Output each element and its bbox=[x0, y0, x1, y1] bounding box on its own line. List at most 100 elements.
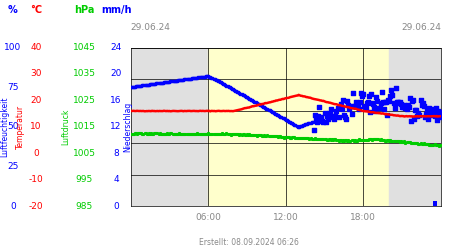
Point bbox=[379, 100, 387, 104]
Point bbox=[348, 112, 355, 116]
Point bbox=[349, 92, 356, 96]
Point bbox=[416, 113, 423, 117]
Text: 1015: 1015 bbox=[72, 122, 95, 132]
Bar bbox=[130, 48, 208, 206]
Point bbox=[403, 107, 410, 111]
Point bbox=[386, 99, 393, 103]
Text: 1005: 1005 bbox=[72, 149, 95, 158]
Text: 75: 75 bbox=[7, 83, 19, 92]
Point bbox=[352, 100, 360, 104]
Point bbox=[421, 115, 428, 119]
Point bbox=[320, 120, 327, 124]
Point bbox=[426, 106, 433, 110]
Point bbox=[435, 110, 442, 114]
Point bbox=[380, 107, 387, 111]
Text: 30: 30 bbox=[30, 70, 42, 78]
Text: 100: 100 bbox=[4, 43, 22, 52]
Point bbox=[366, 110, 373, 114]
Text: 0: 0 bbox=[10, 202, 16, 211]
Point bbox=[431, 114, 438, 118]
Bar bbox=[208, 48, 389, 206]
Bar bbox=[432, 201, 436, 206]
Text: 1025: 1025 bbox=[72, 96, 95, 105]
Point bbox=[329, 114, 337, 118]
Point bbox=[374, 99, 381, 103]
Point bbox=[328, 116, 336, 119]
Point bbox=[359, 94, 366, 98]
Point bbox=[311, 112, 319, 116]
Point bbox=[324, 117, 331, 121]
Point bbox=[392, 86, 399, 89]
Point bbox=[342, 115, 349, 119]
Point bbox=[407, 119, 414, 123]
Text: 0: 0 bbox=[33, 149, 39, 158]
Point bbox=[402, 106, 409, 110]
Point bbox=[432, 106, 439, 110]
Text: 40: 40 bbox=[30, 43, 42, 52]
Point bbox=[331, 117, 338, 121]
Point bbox=[351, 104, 358, 108]
Point bbox=[362, 106, 369, 110]
Point bbox=[381, 100, 388, 104]
Point bbox=[399, 105, 406, 109]
Text: Luftdruck: Luftdruck bbox=[62, 109, 71, 145]
Point bbox=[397, 102, 405, 106]
Point bbox=[387, 94, 394, 98]
Point bbox=[319, 119, 326, 123]
Point bbox=[315, 105, 323, 109]
Point bbox=[328, 107, 335, 111]
Point bbox=[356, 100, 364, 104]
Point bbox=[344, 99, 351, 103]
Point bbox=[336, 105, 343, 109]
Point bbox=[394, 100, 401, 104]
Text: 8: 8 bbox=[113, 149, 119, 158]
Text: 29.06.24: 29.06.24 bbox=[130, 23, 171, 32]
Point bbox=[355, 102, 362, 106]
Point bbox=[410, 98, 417, 102]
Point bbox=[361, 104, 368, 108]
Text: 1045: 1045 bbox=[72, 43, 95, 52]
Text: %: % bbox=[8, 5, 18, 15]
Point bbox=[325, 111, 333, 115]
Point bbox=[337, 102, 344, 106]
Text: 20: 20 bbox=[110, 70, 122, 78]
Point bbox=[310, 128, 317, 132]
Point bbox=[356, 107, 363, 111]
Point bbox=[401, 103, 408, 107]
Point bbox=[326, 112, 333, 116]
Point bbox=[332, 114, 339, 118]
Point bbox=[411, 108, 418, 112]
Point bbox=[369, 101, 376, 105]
Point bbox=[340, 112, 347, 116]
Text: 0: 0 bbox=[113, 202, 119, 211]
Point bbox=[358, 92, 365, 96]
Text: Luftfeuchtigkeit: Luftfeuchtigkeit bbox=[0, 96, 9, 157]
Text: 985: 985 bbox=[76, 202, 93, 211]
Point bbox=[364, 100, 371, 104]
Point bbox=[339, 98, 346, 102]
Point bbox=[430, 109, 437, 113]
Point bbox=[404, 103, 411, 107]
Point bbox=[333, 109, 340, 113]
Point bbox=[408, 99, 415, 103]
Point bbox=[360, 92, 367, 96]
Point bbox=[367, 92, 374, 96]
Point bbox=[323, 114, 330, 118]
Text: Temperatur: Temperatur bbox=[15, 105, 24, 149]
Point bbox=[429, 107, 436, 111]
Text: Niederschlag: Niederschlag bbox=[123, 102, 132, 152]
Text: 10: 10 bbox=[30, 122, 42, 132]
Point bbox=[414, 114, 421, 118]
Point bbox=[338, 107, 346, 111]
Text: 29.06.24: 29.06.24 bbox=[401, 23, 441, 32]
Point bbox=[437, 112, 445, 116]
Point bbox=[428, 113, 435, 117]
Point bbox=[434, 109, 441, 113]
Point bbox=[342, 117, 350, 121]
Point bbox=[410, 117, 418, 121]
Point bbox=[317, 116, 324, 120]
Point bbox=[345, 103, 352, 107]
Text: 25: 25 bbox=[7, 162, 19, 171]
Point bbox=[363, 101, 370, 105]
Text: -20: -20 bbox=[29, 202, 43, 211]
